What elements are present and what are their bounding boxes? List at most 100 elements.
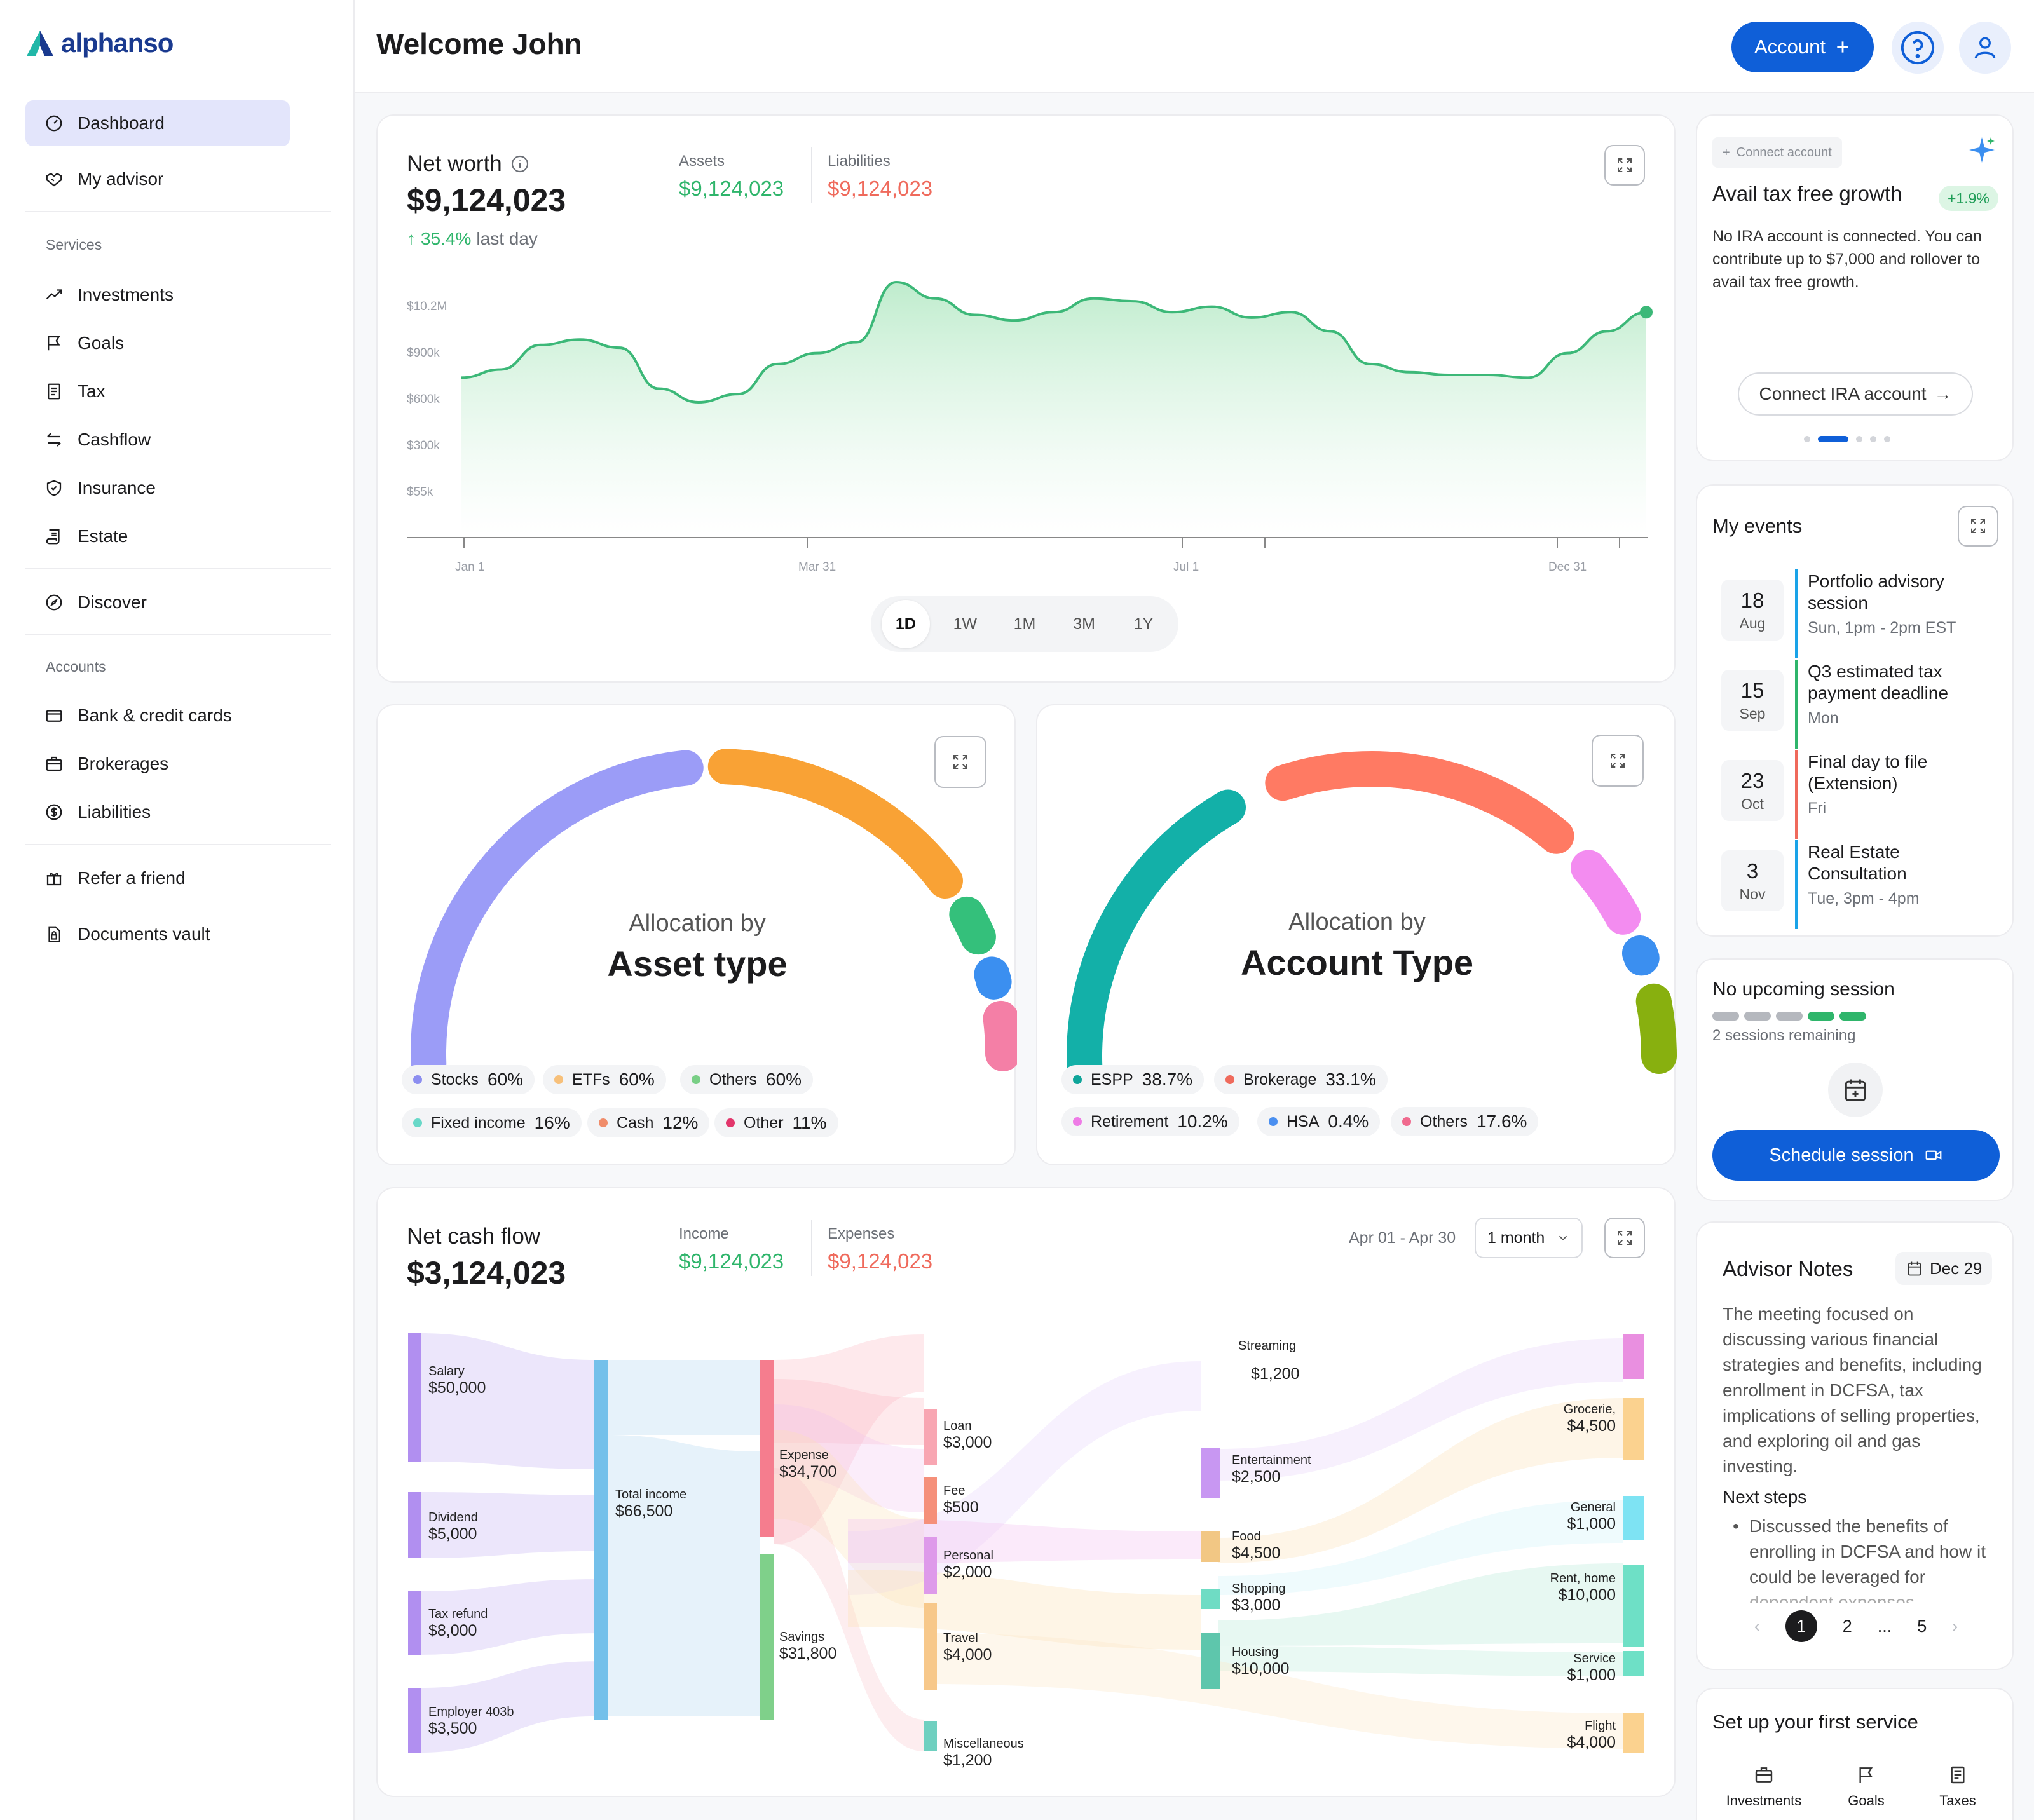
- net-worth-last-point[interactable]: [1640, 306, 1653, 319]
- sidebar-item-goals[interactable]: Goals: [25, 320, 290, 366]
- arc-segment-retirement[interactable]: [1571, 850, 1641, 935]
- sankey-node-tax-refund[interactable]: [408, 1591, 421, 1655]
- legend-item[interactable]: Other 11%: [714, 1108, 838, 1138]
- sankey-node-expense[interactable]: [760, 1360, 774, 1537]
- sidebar-item-tax[interactable]: Tax: [25, 369, 290, 414]
- sankey-node-target-5[interactable]: [1623, 1713, 1644, 1753]
- sankey-node-target-3[interactable]: [1623, 1565, 1644, 1647]
- sankey-node-shopping[interactable]: [1201, 1589, 1220, 1609]
- account-allocation-chart[interactable]: [1037, 705, 1677, 1167]
- sankey-flow: [848, 1519, 1201, 1563]
- sidebar-item-my-advisor[interactable]: My advisor: [25, 156, 290, 202]
- legend-item[interactable]: Retirement 10.2%: [1061, 1107, 1239, 1136]
- arc-segment-hsa[interactable]: [1621, 935, 1660, 976]
- legend-item[interactable]: ESPP 38.7%: [1061, 1065, 1205, 1094]
- sankey-node-employer-403b[interactable]: [408, 1688, 421, 1753]
- legend-item[interactable]: Cash 12%: [587, 1108, 710, 1138]
- profile-button[interactable]: [1959, 22, 2011, 74]
- sidebar-item-estate[interactable]: Estate: [25, 513, 290, 559]
- sankey-node-miscellaneous[interactable]: [924, 1721, 937, 1751]
- expand-net-worth-button[interactable]: [1604, 145, 1645, 186]
- arc-segment-brokerage[interactable]: [1265, 751, 1574, 854]
- expand-account-type-button[interactable]: [1592, 735, 1644, 787]
- sankey-node-personal[interactable]: [924, 1537, 937, 1594]
- sankey-node-target-4[interactable]: [1623, 1651, 1644, 1676]
- expand-cash-flow-button[interactable]: [1604, 1218, 1645, 1258]
- sankey-node-savings[interactable]: [760, 1554, 774, 1720]
- sankey-node-target-1[interactable]: [1623, 1398, 1644, 1460]
- sankey-node-target-2[interactable]: [1623, 1496, 1644, 1540]
- connect-account-tag[interactable]: + Connect account: [1712, 137, 1842, 168]
- legend-item[interactable]: Fixed income 16%: [402, 1108, 582, 1138]
- range-button-1w[interactable]: 1W: [953, 615, 978, 633]
- legend-item[interactable]: Others 60%: [680, 1065, 814, 1094]
- sankey-node-entertainment[interactable]: [1201, 1448, 1220, 1498]
- schedule-session-button[interactable]: Schedule session: [1712, 1130, 2000, 1181]
- period-select[interactable]: 1 month: [1475, 1218, 1583, 1258]
- sankey-node-dividend[interactable]: [408, 1492, 421, 1558]
- range-button-1m[interactable]: 1M: [1013, 615, 1036, 633]
- legend-item[interactable]: ETFs 60%: [543, 1065, 666, 1094]
- event-title[interactable]: Final day to file (Extension): [1808, 752, 1928, 793]
- sankey-node-travel[interactable]: [924, 1603, 937, 1690]
- arc-segment-etfs[interactable]: [707, 749, 963, 899]
- arc-segment-espp[interactable]: [1067, 789, 1246, 1084]
- sidebar-item-discover[interactable]: Discover: [25, 580, 290, 625]
- legend-item[interactable]: HSA 0.4%: [1257, 1107, 1381, 1136]
- arc-segment-others[interactable]: [1635, 983, 1677, 1074]
- sidebar-item-investments[interactable]: Investments: [25, 272, 290, 318]
- arc-segment-stocks[interactable]: [411, 750, 704, 1082]
- sankey-node-food[interactable]: [1201, 1531, 1220, 1562]
- chevron-left-icon[interactable]: ‹: [1754, 1616, 1760, 1636]
- event-title[interactable]: Portfolio advisory session: [1808, 571, 1944, 613]
- help-button[interactable]: [1892, 22, 1944, 74]
- carousel-dot-active[interactable]: [1818, 436, 1848, 442]
- sidebar-item-refer-a-friend[interactable]: Refer a friend: [25, 855, 290, 901]
- sidebar-item-bank-credit-cards[interactable]: Bank & credit cards: [25, 693, 290, 738]
- range-button-3m[interactable]: 3M: [1073, 615, 1095, 633]
- carousel-dot[interactable]: [1884, 436, 1890, 442]
- sankey-node-loan[interactable]: [924, 1409, 937, 1465]
- add-account-button[interactable]: Account: [1731, 22, 1874, 72]
- net-worth-chart[interactable]: $10.2M $900k $600k $300k $55k Jan 1 Mar 31 Jul…: [378, 116, 1677, 684]
- sidebar-item-cashflow[interactable]: Cashflow: [25, 417, 290, 463]
- sankey-node-fee[interactable]: [924, 1477, 937, 1524]
- sidebar-item-liabilities[interactable]: Liabilities: [25, 789, 290, 835]
- legend-item[interactable]: Others 17.6%: [1391, 1107, 1539, 1136]
- legend-item[interactable]: Stocks 60%: [402, 1065, 535, 1094]
- range-button-1d[interactable]: 1D: [881, 600, 930, 648]
- asset-allocation-chart[interactable]: [378, 705, 1017, 1167]
- arc-segment-fixed-income[interactable]: [974, 956, 1012, 1000]
- cash-flow-sankey[interactable]: Salary$50,000 Dividend$5,000 Tax refund$8,…: [378, 1188, 1677, 1798]
- page-button[interactable]: 2: [1842, 1616, 1852, 1636]
- sankey-node-name: Food: [1232, 1530, 1261, 1544]
- sankey-node-target-0[interactable]: [1623, 1334, 1644, 1379]
- setup-investments-button[interactable]: Investments: [1712, 1749, 1815, 1820]
- sankey-node-salary[interactable]: [408, 1333, 421, 1462]
- sidebar-item-brokerages[interactable]: Brokerages: [25, 741, 290, 787]
- page-button-active[interactable]: 1: [1785, 1610, 1817, 1642]
- setup-goals-button[interactable]: Goals: [1826, 1749, 1907, 1820]
- legend-item[interactable]: Brokerage 33.1%: [1214, 1065, 1388, 1094]
- info-icon[interactable]: [510, 154, 530, 174]
- setup-taxes-button[interactable]: Taxes: [1917, 1749, 1998, 1820]
- carousel-dot[interactable]: [1804, 436, 1810, 442]
- sidebar-item-dashboard[interactable]: Dashboard: [25, 100, 290, 146]
- expand-asset-type-button[interactable]: [934, 736, 986, 788]
- sidebar-item-documents-vault[interactable]: Documents vault: [25, 911, 290, 957]
- page-button[interactable]: 5: [1917, 1616, 1927, 1636]
- arc-segment-cash[interactable]: [983, 1000, 1017, 1071]
- arc-segment-others[interactable]: [949, 896, 996, 955]
- logo[interactable]: alphanso: [25, 28, 174, 58]
- range-button-1y[interactable]: 1Y: [1133, 615, 1154, 633]
- event-title[interactable]: Q3 estimated tax payment deadline: [1808, 662, 1949, 703]
- sankey-node-total-income[interactable]: [594, 1360, 608, 1720]
- sankey-node-housing[interactable]: [1201, 1633, 1220, 1689]
- expand-events-button[interactable]: [1958, 506, 1998, 547]
- sidebar-item-insurance[interactable]: Insurance: [25, 465, 290, 511]
- carousel-dot[interactable]: [1870, 436, 1876, 442]
- chevron-right-icon[interactable]: ›: [1952, 1616, 1958, 1636]
- event-title[interactable]: Real Estate Consultation: [1808, 842, 1907, 883]
- carousel-dot[interactable]: [1856, 436, 1862, 442]
- connect-ira-button[interactable]: Connect IRA account →: [1738, 372, 1973, 416]
